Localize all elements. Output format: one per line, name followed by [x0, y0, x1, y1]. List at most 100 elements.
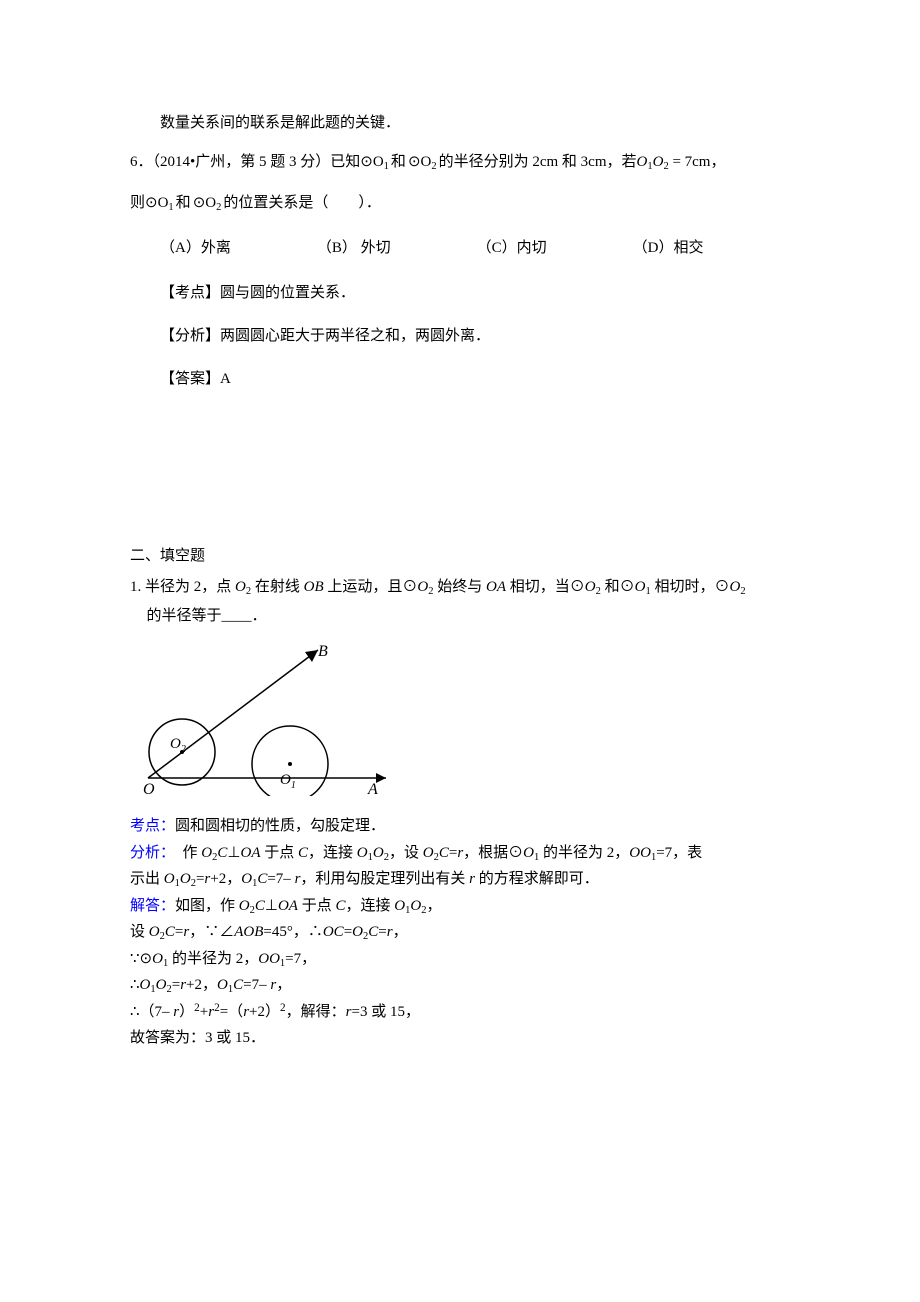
sol-kaodian-label: 考点：: [130, 818, 175, 834]
l7-sq1: 2: [194, 1002, 200, 1014]
l5-oo1s: 1: [280, 958, 285, 969]
sf-c: C: [217, 845, 227, 861]
sf2-p3: 的方程求解即可．: [475, 871, 599, 887]
sf-o2cs: 2: [212, 852, 217, 863]
q1-p8: 的半径等于____．: [147, 608, 267, 624]
sol-jieda-l1: 解答：如图，作 O2C⊥OA 于点 C，连接 O1O2，: [130, 894, 790, 920]
q1-o2c: O: [585, 579, 596, 595]
q1-p5: 相切，当⊙: [506, 579, 585, 595]
sol-l8: 故答案为：3 或 15．: [130, 1026, 790, 1052]
sj-cpt: C: [335, 898, 345, 914]
sj-o2c: O: [239, 898, 250, 914]
l7-p3: +2）: [249, 1004, 280, 1020]
q1-o2ds: 2: [740, 586, 745, 597]
l4-p1: 设: [130, 924, 149, 940]
q1-o2cs: 2: [596, 586, 601, 597]
q6-l2-and: 和: [174, 195, 193, 211]
sp: [168, 845, 183, 861]
l4-o2cbs: 2: [363, 931, 368, 942]
q1-p2: 在射线: [251, 579, 304, 595]
l6-o1a: O: [140, 977, 151, 993]
q6-ds2: 2: [663, 161, 668, 172]
sol-kaodian-text: 圆和圆相切的性质，勾股定理．: [175, 818, 385, 834]
q6-l2-c1: ⊙O: [145, 195, 168, 211]
q1-o1: O: [635, 579, 646, 595]
q6-l2-c2: ⊙O: [193, 195, 216, 211]
sf2-o1c: O: [241, 871, 252, 887]
l7-plus: +: [200, 1004, 208, 1020]
sj-comma: ，: [426, 898, 441, 914]
label-b: B: [318, 643, 328, 660]
q1-oa: OA: [486, 579, 506, 595]
sf-p3: ，连接: [308, 845, 357, 861]
q6-l2-post: 的位置关系是（ ）．: [221, 195, 381, 211]
l4-o2cb: O: [352, 924, 363, 940]
sf2-p1: 示出: [130, 871, 164, 887]
kaodian-label: 【考点】: [160, 285, 220, 301]
q1-p7: 相切时，⊙: [651, 579, 730, 595]
sf2-p2a: +2，: [210, 871, 241, 887]
l6-c: C: [233, 977, 243, 993]
q6-c2: ⊙O: [408, 154, 431, 170]
sf-p5: ，根据⊙: [463, 845, 523, 861]
l5-p2: 的半径为 2，: [168, 951, 258, 967]
label-o1: O1: [280, 772, 296, 791]
sf-p4: ，设: [389, 845, 423, 861]
q1-p1: 1. 半径为 2，点: [130, 579, 235, 595]
sol-fenxi-label: 分析：: [130, 845, 168, 861]
center-o1-dot: [288, 762, 292, 766]
q6-l2-pre: 则: [130, 195, 145, 211]
l5-o1: O: [152, 951, 163, 967]
l5-p1: ∵⊙: [130, 951, 152, 967]
sf-o2b: O: [423, 845, 434, 861]
sol-l6: ∴O1O2=r+2，O1C=7– r，: [130, 973, 790, 999]
l4-o2cs: 2: [160, 931, 165, 942]
sf2-o1: O: [164, 871, 175, 887]
label-o: O: [143, 781, 155, 796]
l5-o1s: 1: [163, 958, 168, 969]
arrow-b: [305, 650, 318, 662]
l6-o1c: O: [217, 977, 228, 993]
l4-c: C: [165, 924, 175, 940]
sf2-o2s: 2: [191, 878, 196, 889]
option-a: （A）外离: [160, 235, 231, 262]
q6-ds1: 1: [647, 161, 652, 172]
sf-o1s: 1: [368, 852, 373, 863]
l4-eq2: =: [344, 924, 352, 940]
l4-aob: AOB: [234, 924, 263, 940]
option-c: （C）内切: [477, 235, 547, 262]
top-fragment: 数量关系间的联系是解此题的关键．: [130, 110, 790, 137]
sol-fenxi-l2: 示出 O1O2=r+2，O1C=7– r，利用勾股定理列出有关 r 的方程求解即…: [130, 867, 790, 893]
q6-c2-sub: 2: [431, 161, 436, 172]
q6-stem-line1: 6．（2014•广州，第 5 题 3 分）已知⊙O1和⊙O2的半径分别为 2cm…: [130, 149, 790, 176]
sj-o1s: 1: [405, 905, 410, 916]
sol-jieda-label: 解答：: [130, 898, 175, 914]
q1-stem-line1: 1. 半径为 2，点 O2 在射线 OB 上运动，且⊙O2 始终与 OA 相切，…: [130, 574, 790, 601]
q6-do1: O: [637, 154, 648, 170]
q6-do2: O: [653, 154, 664, 170]
q1-p6: 和⊙: [601, 579, 635, 595]
sj-c: C: [255, 898, 265, 914]
fenxi-text: 两圆圆心距大于两半径之和，两圆外离．: [220, 328, 490, 344]
sj-oa: OA: [278, 898, 298, 914]
q6-l2-s2: 2: [216, 202, 221, 213]
q1-p4: 始终与: [433, 579, 486, 595]
q6-kaodian: 【考点】圆与圆的位置关系．: [130, 280, 790, 307]
line-ob: [148, 650, 318, 778]
sol-l4: 设 O2C=r，∵∠AOB=45°，∴OC=O2C=r，: [130, 920, 790, 946]
l4-p2: ，∵∠: [189, 924, 234, 940]
l7-p2: ）: [179, 1004, 194, 1020]
sj-o2s: 2: [421, 905, 426, 916]
l5-oo1: OO: [258, 951, 280, 967]
q6-deq: = 7cm，: [669, 154, 726, 170]
l6-eq2: =7–: [243, 977, 270, 993]
daan-text: A: [220, 371, 231, 387]
q6-c1-sub: 1: [384, 161, 389, 172]
l4-p3: =45°，∴: [263, 924, 322, 940]
q1-o2d: O: [729, 579, 740, 595]
q1-stem-line2: 的半径等于____．: [130, 603, 790, 630]
q1-o2s: 2: [246, 586, 251, 597]
l6-eq1: =: [172, 977, 180, 993]
l4-comma: ，: [393, 924, 408, 940]
q1-o2bs: 2: [428, 586, 433, 597]
